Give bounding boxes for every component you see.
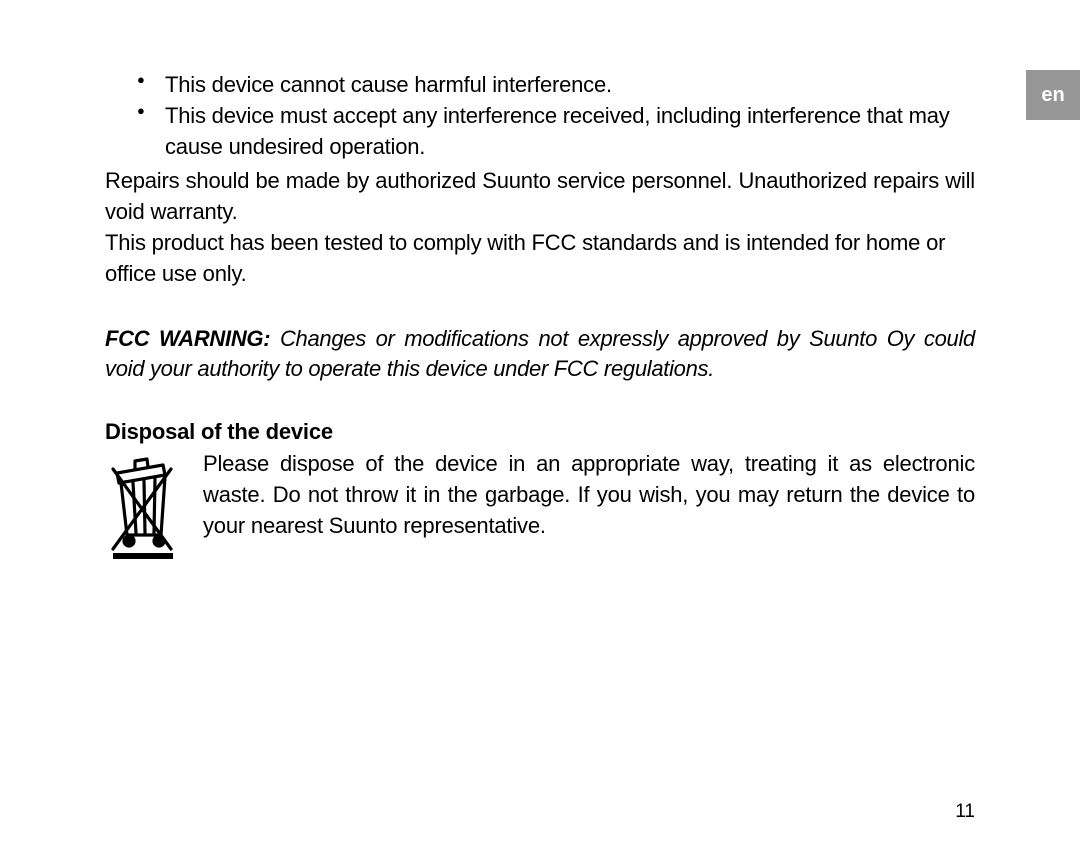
disposal-heading: Disposal of the device xyxy=(105,419,975,445)
bullet-item: This device cannot cause harmful interfe… xyxy=(105,70,975,101)
page-number: 11 xyxy=(955,801,975,823)
weee-bin-crossed-icon xyxy=(105,453,185,563)
page-content: This device cannot cause harmful interfe… xyxy=(0,0,1080,563)
fcc-bullet-list: This device cannot cause harmful interfe… xyxy=(105,70,975,162)
repairs-paragraph: Repairs should be made by authorized Suu… xyxy=(105,166,975,228)
fcc-warning-label: FCC WARNING: xyxy=(105,326,270,351)
fcc-warning: FCC WARNING: Changes or modifications no… xyxy=(105,324,975,386)
disposal-section: Please dispose of the device in an appro… xyxy=(105,449,975,563)
disposal-paragraph: Please dispose of the device in an appro… xyxy=(203,449,975,541)
bullet-item: This device must accept any interference… xyxy=(105,101,975,163)
fcc-test-paragraph: This product has been tested to comply w… xyxy=(105,228,975,290)
